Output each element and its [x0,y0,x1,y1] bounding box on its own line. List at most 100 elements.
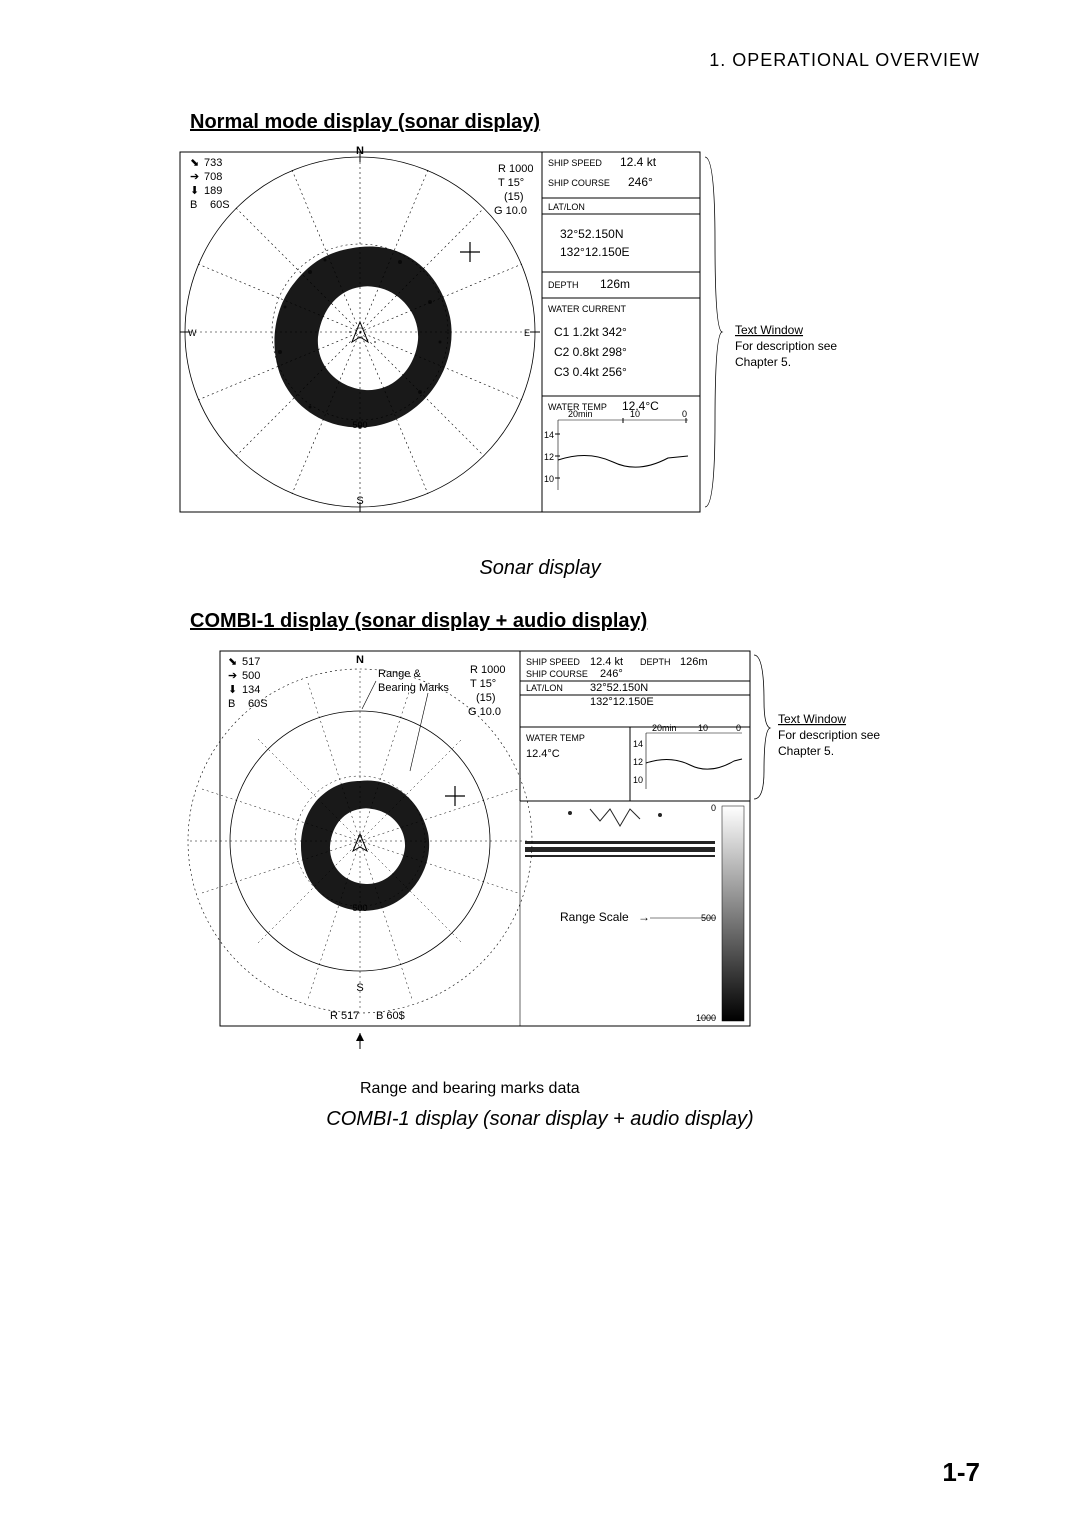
text-window-panel2: SHIP SPEED 12.4 kt DEPTH 126m SHIP COURS… [520,651,750,801]
r-label: R 1000 [498,163,533,175]
svg-text:10: 10 [544,474,554,484]
svg-text:➔: ➔ [190,171,199,183]
svg-text:12: 12 [633,757,643,767]
svg-text:R 1000: R 1000 [470,664,505,676]
svg-text:12.4°C: 12.4°C [526,748,560,760]
page-number: 1-7 [942,1457,980,1488]
sub-caption2: Range and bearing marks data [360,1080,980,1098]
svg-text:134: 134 [242,684,260,696]
north-label: N [356,145,364,157]
svg-text:517: 517 [242,656,260,668]
svg-text:126m: 126m [680,656,708,668]
audio-display: 0 Range Scale → 500 1000 [520,801,750,1026]
svg-text:10: 10 [633,775,643,785]
svg-text:12.4 kt: 12.4 kt [620,155,657,169]
svg-text:SHIP SPEED: SHIP SPEED [526,657,580,667]
svg-text:S: S [356,982,363,994]
svg-text:Chapter 5.: Chapter 5. [778,744,834,758]
svg-text:B: B [190,199,197,211]
svg-text:C1 1.2kt 342°: C1 1.2kt 342° [554,325,627,339]
svg-text:60S: 60S [210,199,230,211]
svg-text:WATER CURRENT: WATER CURRENT [548,304,626,314]
svg-text:Text Window: Text Window [778,712,846,726]
svg-text:→: → [638,910,650,924]
figure2: N S 500 R 1000 T 15° (15) G 10.0 Range &… [160,641,980,1098]
east-label: E [524,328,530,338]
svg-text:10: 10 [698,723,708,733]
svg-text:126m: 126m [600,277,630,291]
cross-mark [460,242,480,262]
svg-text:For description see: For description see [778,728,880,742]
svg-text:708: 708 [204,171,222,183]
svg-text:12.4°C: 12.4°C [622,399,659,413]
svg-text:WATER TEMP: WATER TEMP [526,733,585,743]
svg-text:500: 500 [352,903,367,913]
svg-text:32°52.150N: 32°52.150N [560,227,624,241]
corner-readout2: ⬊ 517 ➔ 500 ⬇ 134 B 60S [228,656,268,710]
rb-bottom-right: B 60$ [376,1010,405,1022]
svg-text:60S: 60S [248,698,268,710]
svg-text:⬇: ⬇ [190,185,199,197]
svg-text:132°12.150E: 132°12.150E [590,696,654,708]
caption1: Sonar display [100,557,980,580]
svg-text:0: 0 [736,723,741,733]
svg-text:Bearing Marks: Bearing Marks [378,682,449,694]
text-window-panel: SHIP SPEED 12.4 kt SHIP COURSE 246° LAT/… [542,152,700,512]
svg-text:20min: 20min [652,723,677,733]
ring-label: 500 [352,420,367,430]
annotation2: Text Window For description see Chapter … [754,655,880,799]
svg-text:G 10.0: G 10.0 [468,706,501,718]
compass2: N S 500 R 1000 T 15° (15) G 10.0 Range &… [188,654,532,1013]
svg-text:N: N [356,654,364,666]
svg-text:Text Window: Text Window [735,323,803,337]
svg-text:14: 14 [544,430,554,440]
svg-text:For description see: For description see [735,339,837,353]
svg-text:733: 733 [204,157,222,169]
svg-text:Range Scale: Range Scale [560,910,629,924]
svg-text:DEPTH: DEPTH [640,657,671,667]
compass: N S W E [180,145,540,512]
svg-text:0: 0 [711,803,716,813]
section2-title: COMBI-1 display (sonar display + audio d… [190,610,980,633]
corner-readout: ⬊ 733 ➔ 708 ⬇ 189 B 60S [190,157,230,211]
svg-text:SHIP COURSE: SHIP COURSE [548,178,610,188]
t-label: T 15° [498,177,524,189]
svg-text:T 15°: T 15° [470,678,496,690]
svg-text:10: 10 [630,409,640,419]
svg-text:SHIP COURSE: SHIP COURSE [526,669,588,679]
svg-text:SHIP SPEED: SHIP SPEED [548,158,602,168]
svg-text:(15): (15) [476,692,496,704]
svg-text:189: 189 [204,185,222,197]
section1-title: Normal mode display (sonar display) [190,111,980,134]
svg-text:⬇: ⬇ [228,684,237,696]
south-label: S [356,495,363,507]
figure1: N S W E [160,142,980,547]
svg-text:20min: 20min [568,409,593,419]
svg-text:12: 12 [544,452,554,462]
svg-text:C3 0.4kt 256°: C3 0.4kt 256° [554,365,627,379]
svg-text:LAT/LON: LAT/LON [548,202,585,212]
svg-text:132°12.150E: 132°12.150E [560,245,630,259]
svg-text:246°: 246° [600,668,623,680]
svg-text:➔: ➔ [228,670,237,682]
svg-text:LAT/LON: LAT/LON [526,683,563,693]
rb-bottom-left: R 517 [330,1010,359,1022]
svg-text:⬊: ⬊ [228,656,237,668]
svg-text:500: 500 [242,670,260,682]
g-label: G 10.0 [494,205,527,217]
chapter-header: 1. OPERATIONAL OVERVIEW [100,50,980,71]
svg-text:DEPTH: DEPTH [548,280,579,290]
caption2: COMBI-1 display (sonar display + audio d… [100,1108,980,1131]
svg-text:0: 0 [682,409,687,419]
svg-text:32°52.150N: 32°52.150N [590,682,648,694]
sonar-echo [274,246,451,429]
page: 1. OPERATIONAL OVERVIEW Normal mode disp… [0,0,1080,1528]
svg-text:B: B [228,698,235,710]
annotation1: Text Window For description see Chapter … [705,157,837,507]
west-label: W [188,328,197,338]
svg-text:C2 0.8kt 298°: C2 0.8kt 298° [554,345,627,359]
t2-label: (15) [504,191,524,203]
svg-text:246°: 246° [628,175,653,189]
svg-text:Range &: Range & [378,668,421,680]
svg-text:⬊: ⬊ [190,157,199,169]
